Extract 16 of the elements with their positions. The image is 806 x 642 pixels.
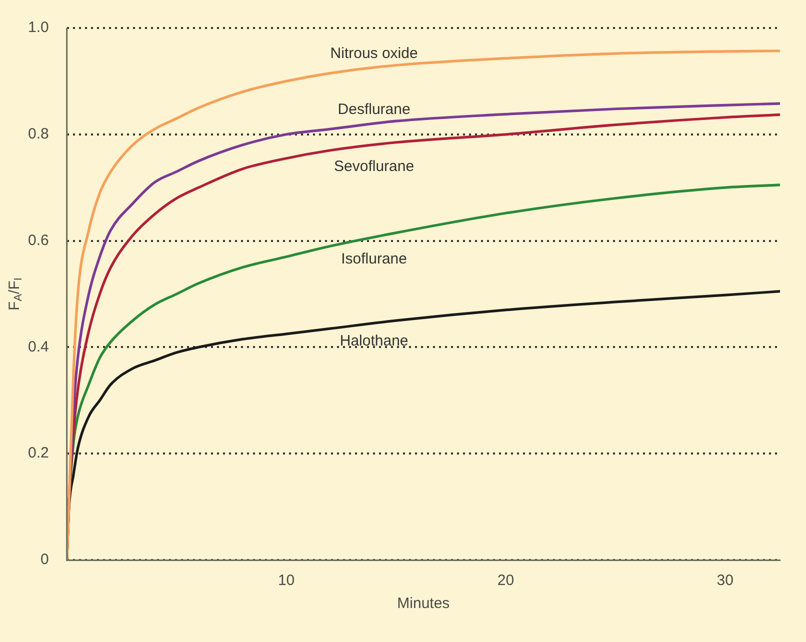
series-label: Desflurane	[338, 100, 410, 118]
x-axis-title: Minutes	[397, 595, 450, 612]
y-tick-label: 0.4	[28, 338, 49, 356]
y-tick-label: 0	[40, 551, 49, 568]
y-tick-label: 0.2	[28, 444, 49, 462]
x-tick-label: 30	[716, 572, 734, 590]
series-label: Halothane	[340, 332, 408, 350]
series-label: Isoflurane	[341, 250, 407, 268]
x-tick-label: 20	[497, 572, 514, 590]
series-label: Sevoflurane	[334, 158, 414, 176]
y-tick-label: 0.8	[28, 126, 49, 143]
y-axis-title: FA/FI	[6, 278, 25, 310]
series-label: Nitrous oxide	[330, 45, 418, 62]
y-tick-label: 1.0	[28, 19, 49, 36]
x-tick-label: 10	[278, 572, 295, 590]
y-tick-label: 0.6	[28, 232, 49, 249]
